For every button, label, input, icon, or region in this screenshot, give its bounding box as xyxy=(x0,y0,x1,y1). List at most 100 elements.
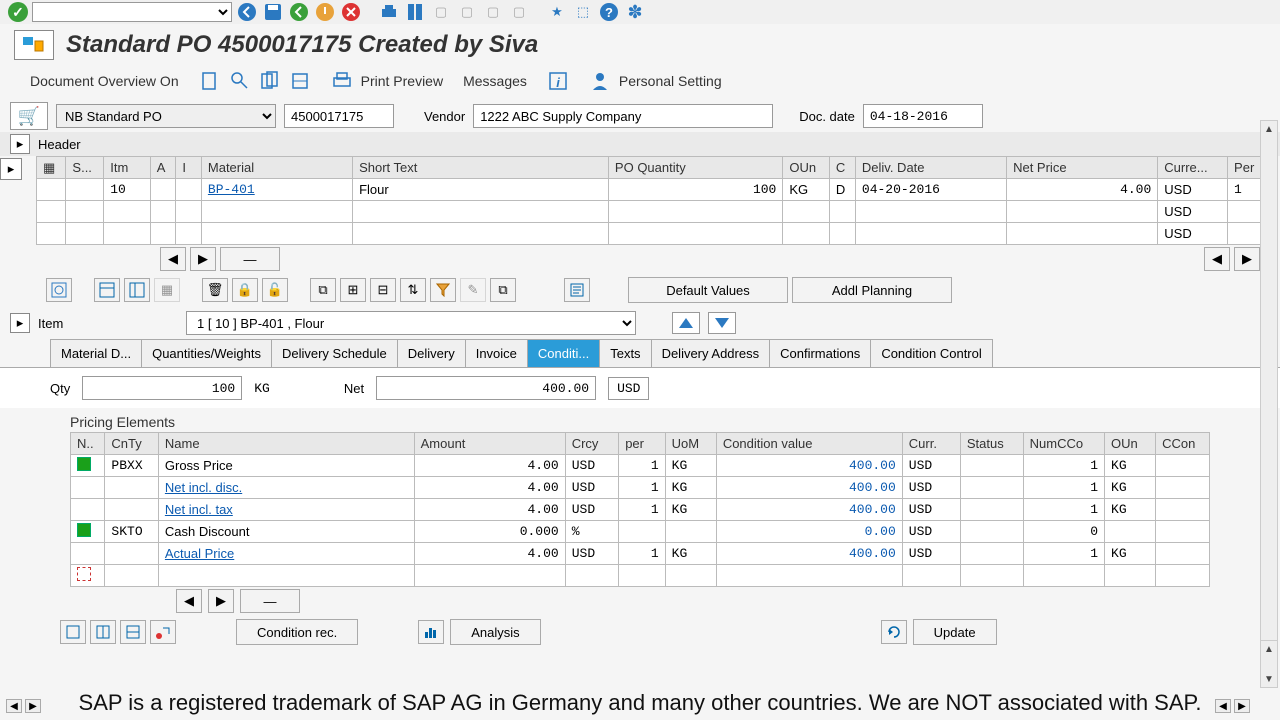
cell[interactable]: USD xyxy=(902,521,960,543)
items-col-header[interactable]: PO Quantity xyxy=(608,157,782,179)
cell[interactable]: 4.00 xyxy=(414,543,565,565)
cell[interactable] xyxy=(619,565,665,587)
items-col-header[interactable]: OUn xyxy=(783,157,830,179)
tab-confirmations[interactable]: Confirmations xyxy=(769,339,871,367)
unlock-icon[interactable]: 🔓 xyxy=(262,278,288,302)
cell[interactable] xyxy=(66,201,104,223)
cell[interactable]: 04-20-2016 xyxy=(855,179,1006,201)
pricing-dash-icon[interactable]: — xyxy=(240,589,300,613)
cell[interactable] xyxy=(855,223,1006,245)
doc-date-field[interactable] xyxy=(863,104,983,128)
hscroll-right2-icon[interactable]: ▶ xyxy=(1234,699,1250,713)
analysis-button[interactable]: Analysis xyxy=(450,619,540,645)
print-icon[interactable] xyxy=(378,1,400,23)
cell[interactable]: 100 xyxy=(608,179,782,201)
cell[interactable] xyxy=(150,201,176,223)
hold-icon[interactable] xyxy=(289,70,311,92)
expand-item-icon[interactable]: ▸ xyxy=(10,313,30,333)
cell[interactable] xyxy=(1105,565,1156,587)
cell[interactable] xyxy=(201,201,352,223)
hscroll-right-icon[interactable]: ▶ xyxy=(25,699,41,713)
cell[interactable] xyxy=(66,223,104,245)
cell[interactable]: KG xyxy=(1105,477,1156,499)
info-icon[interactable]: i xyxy=(547,70,569,92)
tab-delivery-schedule[interactable]: Delivery Schedule xyxy=(271,339,398,367)
layout1-icon[interactable] xyxy=(94,278,120,302)
table-row[interactable]: SKTOCash Discount0.000%0.00USD0 xyxy=(71,521,1210,543)
filter-icon[interactable] xyxy=(430,278,456,302)
cell[interactable] xyxy=(829,201,855,223)
table-row[interactable]: 10BP-401Flour100KGD04-20-20164.00USD1 xyxy=(37,179,1270,201)
back-icon[interactable] xyxy=(236,1,258,23)
tab-delivery-address[interactable]: Delivery Address xyxy=(651,339,771,367)
pricing-col-header[interactable]: OUn xyxy=(1105,433,1156,455)
menu-icon[interactable] xyxy=(14,30,54,60)
cell[interactable]: KG xyxy=(665,499,716,521)
collapse-all-icon[interactable]: ⊟ xyxy=(370,278,396,302)
cell[interactable]: KG xyxy=(1105,543,1156,565)
scroll-up-icon[interactable]: ▲ xyxy=(1261,641,1277,657)
cell[interactable]: Actual Price xyxy=(158,543,414,565)
copy-icon[interactable]: ⧉ xyxy=(310,278,336,302)
person-icon[interactable] xyxy=(589,70,611,92)
item-next-icon[interactable] xyxy=(708,312,736,334)
cart-icon[interactable]: 🛒 xyxy=(10,102,48,130)
tab-invoice[interactable]: Invoice xyxy=(465,339,528,367)
cell[interactable]: USD xyxy=(1158,179,1228,201)
cell[interactable]: Gross Price xyxy=(158,455,414,477)
scroll-up-icon[interactable]: ▲ xyxy=(1261,121,1277,137)
scroll-right-icon[interactable]: ▶ xyxy=(1234,247,1260,271)
lock-icon[interactable]: 🔒 xyxy=(232,278,258,302)
command-field[interactable] xyxy=(32,2,232,22)
cell[interactable] xyxy=(414,565,565,587)
tab-condition-control[interactable]: Condition Control xyxy=(870,339,992,367)
prev-row-icon[interactable]: ◀ xyxy=(160,247,186,271)
ok-icon[interactable]: ✓ xyxy=(8,2,28,22)
cell[interactable]: 1 xyxy=(1023,543,1104,565)
cell[interactable] xyxy=(104,223,151,245)
cell[interactable]: 0 xyxy=(1023,521,1104,543)
row-select[interactable] xyxy=(37,201,66,223)
tab-material-d-[interactable]: Material D... xyxy=(50,339,142,367)
pricing-col-header[interactable]: CnTy xyxy=(105,433,158,455)
cell[interactable]: 1 xyxy=(619,543,665,565)
item-prev-icon[interactable] xyxy=(672,312,700,334)
right-scrollbar2[interactable]: ▲ ▼ xyxy=(1260,640,1278,688)
update-icon[interactable] xyxy=(881,620,907,644)
cell[interactable] xyxy=(608,223,782,245)
doc-overview-link[interactable]: Document Overview On xyxy=(30,73,179,89)
item-select[interactable]: 1 [ 10 ] BP-401 , Flour xyxy=(186,311,636,335)
tab-texts[interactable]: Texts xyxy=(599,339,651,367)
personal-setting-label[interactable]: Personal Setting xyxy=(619,73,722,89)
cancel-icon[interactable] xyxy=(340,1,362,23)
cell[interactable] xyxy=(960,565,1023,587)
table-row[interactable]: USD xyxy=(37,201,1270,223)
cell[interactable] xyxy=(150,223,176,245)
cell[interactable] xyxy=(1156,455,1210,477)
layout-icon[interactable]: ⬚ xyxy=(572,1,594,23)
items-col-header[interactable]: Short Text xyxy=(353,157,609,179)
detail-icon[interactable] xyxy=(46,278,72,302)
other-po-icon[interactable] xyxy=(259,70,281,92)
tab-quantities-weights[interactable]: Quantities/Weights xyxy=(141,339,272,367)
cell[interactable] xyxy=(960,521,1023,543)
cell[interactable]: USD xyxy=(565,477,618,499)
cell[interactable]: USD xyxy=(1158,223,1228,245)
cell[interactable]: KG xyxy=(1105,499,1156,521)
dash-icon[interactable]: — xyxy=(220,247,280,271)
exit-icon[interactable] xyxy=(314,1,336,23)
cell[interactable] xyxy=(105,543,158,565)
cell[interactable] xyxy=(105,565,158,587)
cell[interactable] xyxy=(608,201,782,223)
items-col-header[interactable]: Deliv. Date xyxy=(855,157,1006,179)
cell[interactable]: D xyxy=(829,179,855,201)
cell[interactable] xyxy=(1156,543,1210,565)
cell[interactable] xyxy=(619,521,665,543)
table-row[interactable]: USD xyxy=(37,223,1270,245)
table-row[interactable]: PBXXGross Price4.00USD1KG400.00USD1KG xyxy=(71,455,1210,477)
cell[interactable]: USD xyxy=(565,499,618,521)
back-circle-icon[interactable] xyxy=(288,1,310,23)
cell[interactable]: Flour xyxy=(353,179,609,201)
pricing-col-header[interactable]: per xyxy=(619,433,665,455)
cell[interactable] xyxy=(960,499,1023,521)
